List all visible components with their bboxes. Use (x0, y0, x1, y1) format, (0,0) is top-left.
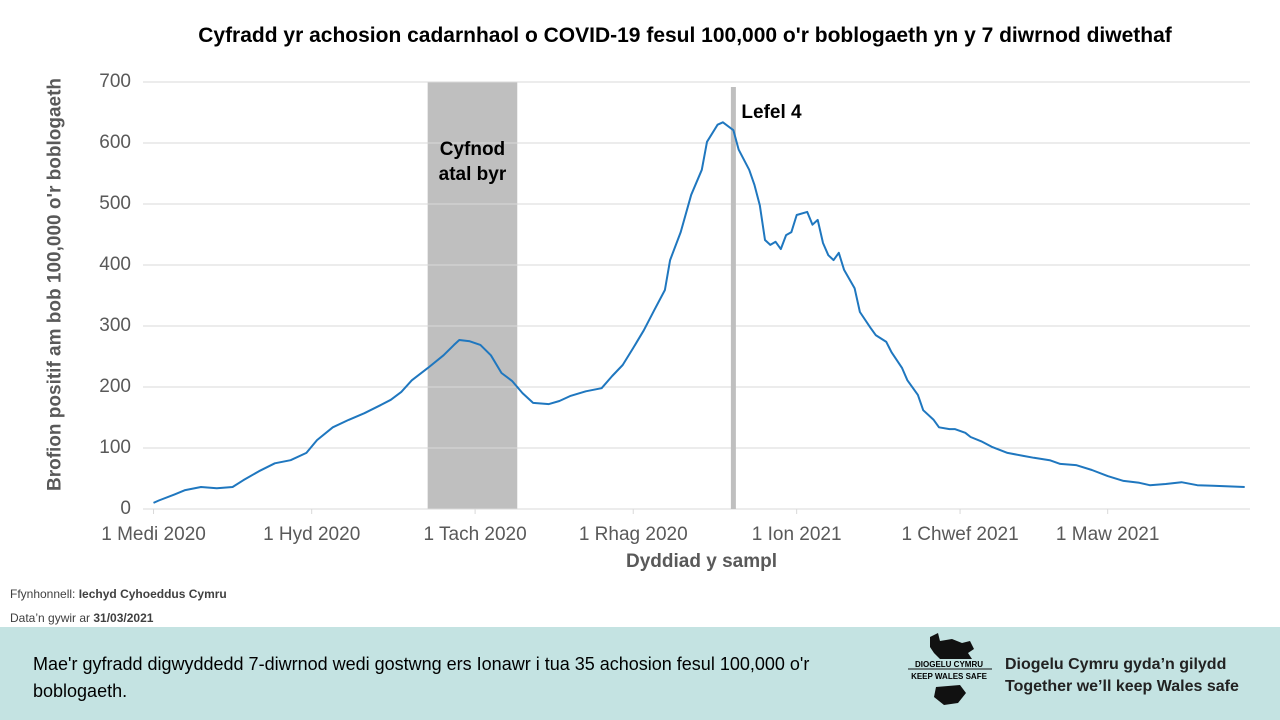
banner: Mae'r gyfradd digwyddedd 7-diwrnod wedi … (0, 627, 1280, 720)
logo (908, 633, 992, 705)
x-tick-label: 1 Maw 2021 (1056, 524, 1160, 545)
x-tick-label: 1 Hyd 2020 (263, 524, 360, 545)
y-tick-label: 0 (120, 498, 131, 519)
shaded-period (427, 82, 518, 509)
source-label: Ffynhonnell: (10, 587, 76, 601)
banner-message: Mae'r gyfradd digwyddedd 7-diwrnod wedi … (33, 654, 810, 701)
date: 31/03/2021 (93, 611, 154, 625)
date-label: Data’n gywir ar (10, 611, 91, 625)
y-tick-label: 300 (99, 315, 131, 336)
x-tick-label: 1 Ion 2021 (752, 524, 842, 545)
logo-map (934, 685, 966, 705)
y-tick-label: 100 (99, 437, 131, 458)
logo-bottom: KEEP WALES SAFE (911, 672, 987, 681)
y-tick-label: 600 (99, 132, 131, 153)
chart: 0 100 200 300 400 500 600 700 1 Medi 2020 1 Hyd 2… (99, 71, 1250, 572)
source: Iechyd Cyhoeddus Cymru (78, 587, 227, 601)
slogan: Diogelu Cymru gyda’n gilydd Together we’… (1005, 654, 1239, 698)
data-line (153, 121, 1245, 504)
y-tick-label: 200 (99, 376, 131, 397)
y-tick-label: 500 (99, 193, 131, 214)
logo-map (930, 633, 974, 659)
x-axis-title: Dyddiad y sampl (626, 551, 777, 572)
slogan-english: Together we’ll keep Wales safe (1005, 678, 1239, 695)
source-note: Ffynhonnell: Iechyd Cyhoeddus Cymru (10, 587, 227, 601)
x-tick-label: 1 Chwef 2021 (901, 524, 1018, 545)
x-tick-label: 1 Medi 2020 (101, 524, 206, 545)
x-tick-label: 1 Tach 2020 (424, 524, 527, 545)
y-tick-label: 400 (99, 254, 131, 275)
logo-top: DIOGELU CYMRU (915, 660, 983, 669)
slogan-welsh: Diogelu Cymru gyda’n gilydd (1005, 656, 1227, 673)
y-tick-label: 700 (99, 71, 131, 92)
x-tick-label: 1 Rhag 2020 (579, 524, 688, 545)
date-note: Data’n gywir ar 31/03/2021 (10, 611, 153, 625)
shaded-period-label: Cyfnod atal byr (438, 139, 507, 185)
event-label: Lefel 4 (741, 102, 802, 123)
chart-title: Cyfradd yr achosion cadarnhaol o COVID-1… (198, 24, 1172, 47)
